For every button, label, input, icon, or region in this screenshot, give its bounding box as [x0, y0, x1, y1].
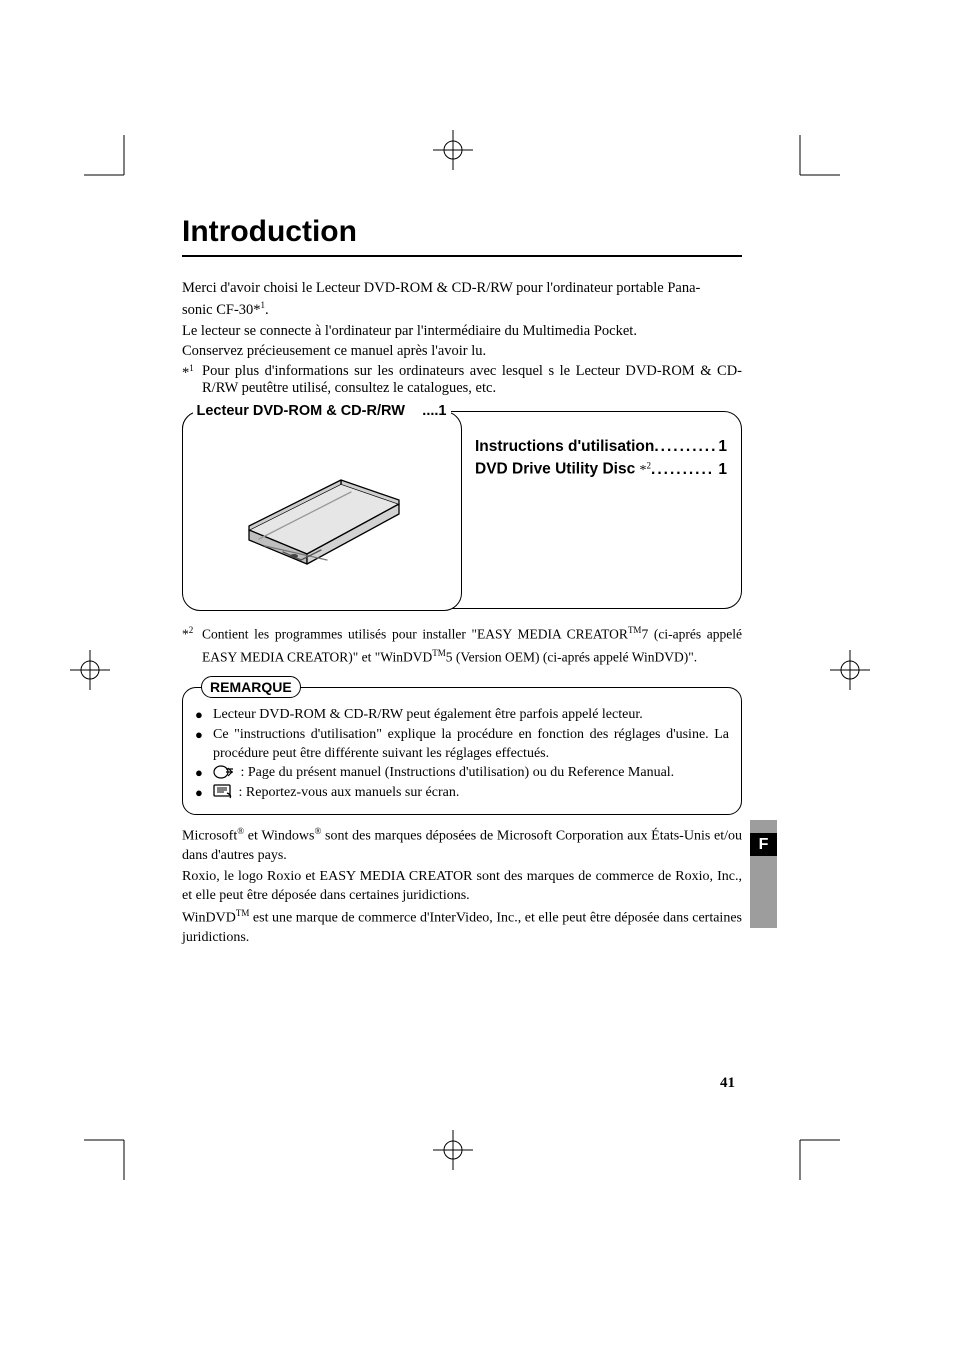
- footnote-1: *1 Pour plus d'informations sur les ordi…: [182, 363, 742, 397]
- intro-line1b-end: .: [265, 302, 269, 318]
- bullet-icon: ●: [195, 706, 213, 725]
- language-tab: F: [750, 833, 777, 856]
- crop-mark: [84, 1120, 144, 1180]
- footnote1-sup: 1: [189, 363, 194, 373]
- crop-mark: [780, 135, 840, 195]
- registration-mark: [70, 650, 110, 690]
- page-number: 41: [720, 1075, 735, 1092]
- footnote-2: *2 Contient les programmes utilisés pour…: [182, 623, 742, 669]
- crop-mark: [84, 135, 144, 195]
- bullet-icon: ●: [195, 764, 213, 783]
- note-item: ● Lecteur DVD-ROM & CD-R/RW peut égaleme…: [195, 706, 729, 725]
- page-content: Introduction Merci d'avoir choisi le Lec…: [182, 215, 742, 950]
- remarque-box: REMARQUE ● Lecteur DVD-ROM & CD-R/RW peu…: [182, 687, 742, 815]
- remarque-label: REMARQUE: [201, 676, 301, 698]
- package-contents-box: Lecteur DVD-ROM & CD-R/RW ....1: [182, 411, 742, 609]
- dvd-drive-illustration: [231, 452, 411, 582]
- contents-right-line-2: DVD Drive Utility Disc *2 ............ 1: [475, 460, 727, 479]
- bullet-icon: ●: [195, 726, 213, 764]
- crop-mark: [780, 1120, 840, 1180]
- registration-mark: [433, 130, 473, 170]
- intro-paragraph: Merci d'avoir choisi le Lecteur DVD-ROM …: [182, 279, 742, 361]
- note-item: ● : Page du présent manuel (Instructions…: [195, 764, 729, 783]
- intro-line2: Le lecteur se connecte à l'ordinateur pa…: [182, 322, 742, 341]
- contents-left-label: Lecteur DVD-ROM & CD-R/RW ....1: [193, 403, 451, 419]
- note-item: ● : Reportez-vous aux manuels sur écran.: [195, 784, 729, 803]
- page-title: Introduction: [182, 215, 742, 257]
- bullet-icon: ●: [195, 784, 213, 803]
- registration-mark: [830, 650, 870, 690]
- intro-line1a: Merci d'avoir choisi le Lecteur DVD-ROM …: [182, 280, 700, 296]
- registration-mark: [433, 1130, 473, 1170]
- page-ref-icon: [213, 765, 235, 779]
- contents-right-line-1: Instructions d'utilisation .......... 1: [475, 438, 727, 456]
- contents-right-lines: Instructions d'utilisation .......... 1 …: [475, 438, 727, 483]
- footnote1-text: Pour plus d'informations sur les ordinat…: [202, 363, 742, 397]
- intro-line1b: sonic CF-30*: [182, 302, 261, 318]
- note-item: ● Ce "instructions d'utilisation" expliq…: [195, 726, 729, 764]
- screen-manual-icon: [213, 784, 233, 799]
- intro-line3: Conservez précieusement ce manuel après …: [182, 342, 742, 361]
- trademark-notices: Microsoft® et Windows® sont des marques …: [182, 825, 742, 948]
- contents-left-panel: Lecteur DVD-ROM & CD-R/RW ....1: [182, 411, 462, 611]
